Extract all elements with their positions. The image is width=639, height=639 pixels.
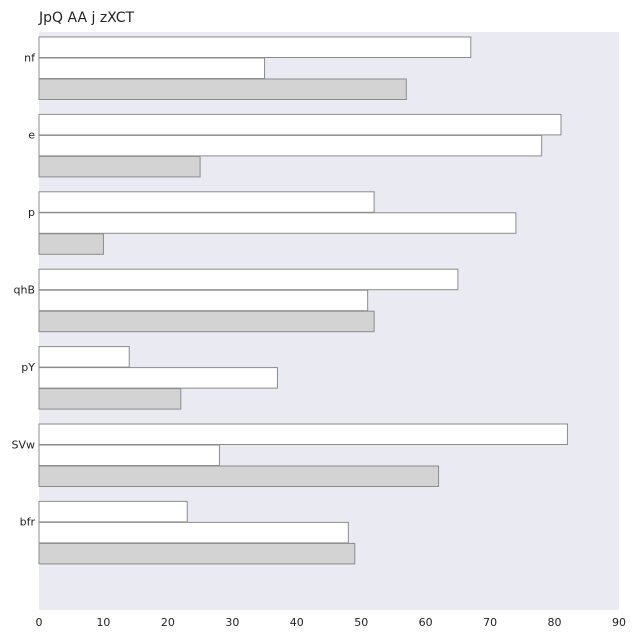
bar-e-series-3	[38, 155, 201, 178]
bars-layer	[38, 36, 568, 565]
bar-SVw-series-1	[38, 423, 568, 445]
x-tick-label: 60	[419, 616, 433, 629]
bar-e-series-1	[38, 113, 562, 136]
bar-bfr-series-1	[38, 500, 188, 523]
bar-SVw-series-3	[38, 465, 440, 487]
category-label: p	[28, 206, 35, 219]
category-label: bfr	[20, 516, 36, 529]
bar-qhB-series-3	[38, 310, 375, 333]
category-label: SVw	[11, 438, 35, 451]
x-tick-label: 80	[548, 616, 562, 629]
bar-p-series-3	[38, 233, 104, 255]
bar-bfr-series-3	[38, 542, 356, 565]
x-tick-label: 70	[483, 616, 497, 629]
bar-nf-series-2	[38, 57, 266, 79]
bar-e-series-2	[38, 134, 543, 157]
bar-SVw-series-2	[38, 444, 220, 466]
bar-bfr-series-2	[38, 521, 349, 544]
x-tick-label: 40	[290, 616, 304, 629]
category-label: nf	[24, 51, 36, 64]
x-tick-label: 90	[612, 616, 626, 629]
category-labels: nf e p qhB pY SVw bfr	[11, 51, 36, 528]
bar-pY-series-2	[38, 367, 278, 389]
category-label: pY	[21, 361, 35, 374]
bar-nf-series-1	[38, 36, 472, 58]
x-tick-label: 0	[36, 616, 43, 629]
x-tick-label: 10	[96, 616, 110, 629]
x-tick-label: 30	[225, 616, 239, 629]
bar-p-series-1	[38, 191, 375, 213]
bar-qhB-series-2	[38, 289, 369, 312]
x-tick-label: 50	[354, 616, 368, 629]
x-tick-label: 20	[161, 616, 175, 629]
chart-title: JpQ AA j zXCT	[38, 10, 135, 26]
bar-pY-series-1	[38, 346, 130, 368]
bar-qhB-series-1	[38, 268, 459, 291]
category-label: qhB	[13, 283, 35, 296]
bar-p-series-2	[38, 212, 517, 234]
category-label: e	[28, 129, 35, 142]
x-axis-ticks: 0 10 20 30 40 50 60 70 80 90	[36, 616, 627, 629]
bar-pY-series-3	[38, 388, 182, 410]
bar-nf-series-3	[38, 78, 407, 100]
